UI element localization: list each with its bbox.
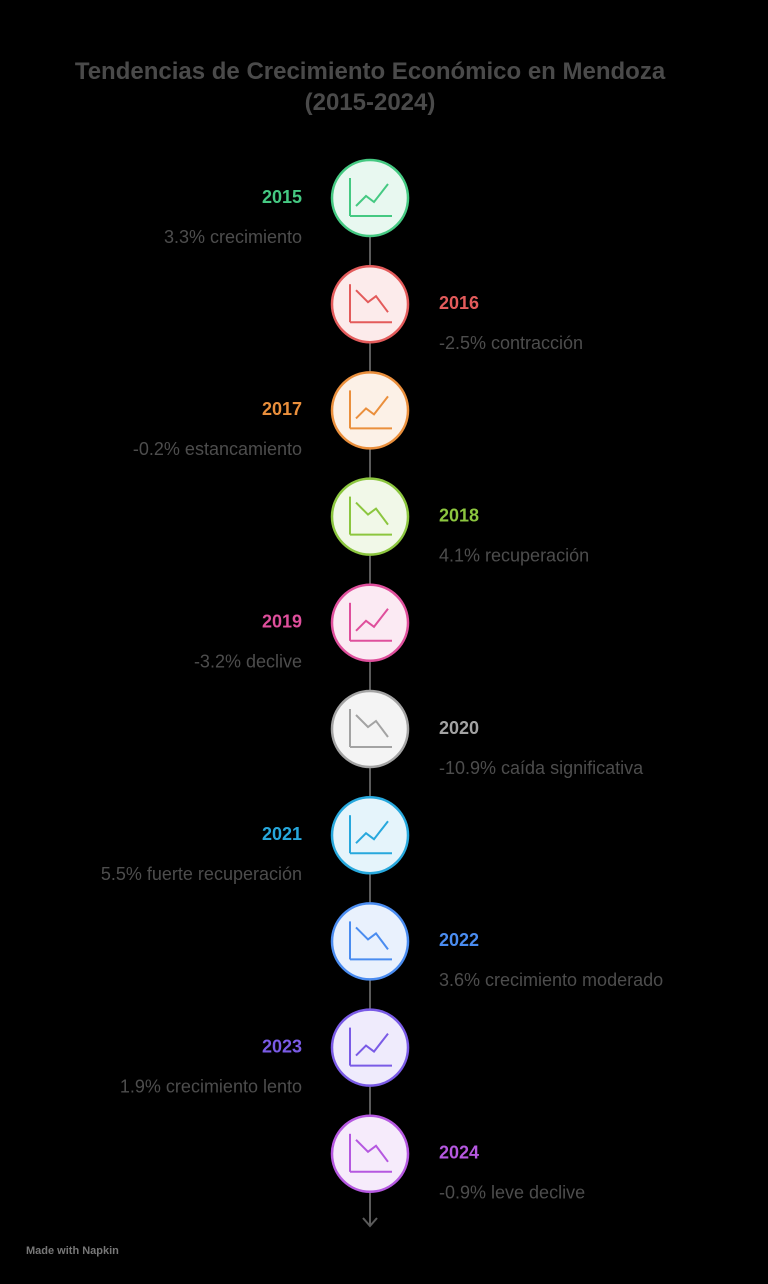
timeline-node bbox=[330, 371, 410, 450]
timeline-node bbox=[330, 477, 410, 556]
node-icon bbox=[355, 608, 389, 632]
description: 3.3% crecimiento bbox=[164, 227, 302, 247]
year-label: 2021 bbox=[262, 824, 302, 844]
node-tint bbox=[333, 267, 407, 342]
year-label: 2015 bbox=[262, 187, 302, 207]
node-tint bbox=[333, 1116, 407, 1191]
timeline-node bbox=[330, 158, 410, 238]
node-icon bbox=[355, 289, 389, 313]
timeline-node bbox=[330, 795, 410, 875]
year-label: 2016 bbox=[439, 293, 479, 313]
description: -2.5% contracción bbox=[439, 333, 583, 353]
year-label: 2023 bbox=[262, 1036, 302, 1056]
node-tint bbox=[333, 904, 407, 979]
description: -3.2% declive bbox=[194, 652, 302, 672]
year-label: 2022 bbox=[439, 930, 479, 950]
description: 1.9% crecimiento lento bbox=[120, 1076, 302, 1096]
description: -0.2% estancamiento bbox=[133, 439, 302, 459]
description: -0.9% leve declive bbox=[439, 1183, 585, 1203]
year-label: 2019 bbox=[262, 612, 302, 632]
timeline-node bbox=[330, 1114, 410, 1194]
description: -10.9% caída significativa bbox=[439, 758, 644, 778]
year-label: 2020 bbox=[439, 718, 479, 738]
node-icon bbox=[355, 1139, 389, 1163]
description: 3.6% crecimiento moderado bbox=[439, 970, 663, 990]
node-tint bbox=[333, 479, 407, 554]
year-label: 2024 bbox=[439, 1143, 479, 1163]
node-icon bbox=[355, 714, 389, 738]
node-icon bbox=[355, 395, 389, 420]
timeline-node bbox=[330, 902, 410, 981]
node-icon bbox=[355, 820, 389, 844]
timeline-node bbox=[330, 689, 410, 769]
timeline-node bbox=[330, 1008, 410, 1087]
timeline-node bbox=[330, 583, 410, 663]
node-icon bbox=[355, 183, 389, 207]
year-label: 2017 bbox=[262, 399, 302, 419]
title: Tendencias de Crecimiento Económico en M… bbox=[74, 58, 666, 116]
description: 5.5% fuerte recuperación bbox=[101, 864, 302, 884]
node-icon bbox=[355, 1032, 389, 1057]
footer: Made with Napkin bbox=[26, 1245, 119, 1257]
node-icon bbox=[355, 926, 389, 951]
timeline-node bbox=[330, 264, 410, 344]
description: 4.1% recuperación bbox=[439, 545, 589, 565]
node-tint bbox=[333, 692, 407, 766]
year-label: 2018 bbox=[439, 505, 479, 525]
timeline-arrow bbox=[362, 1217, 378, 1228]
node-icon bbox=[355, 501, 389, 526]
